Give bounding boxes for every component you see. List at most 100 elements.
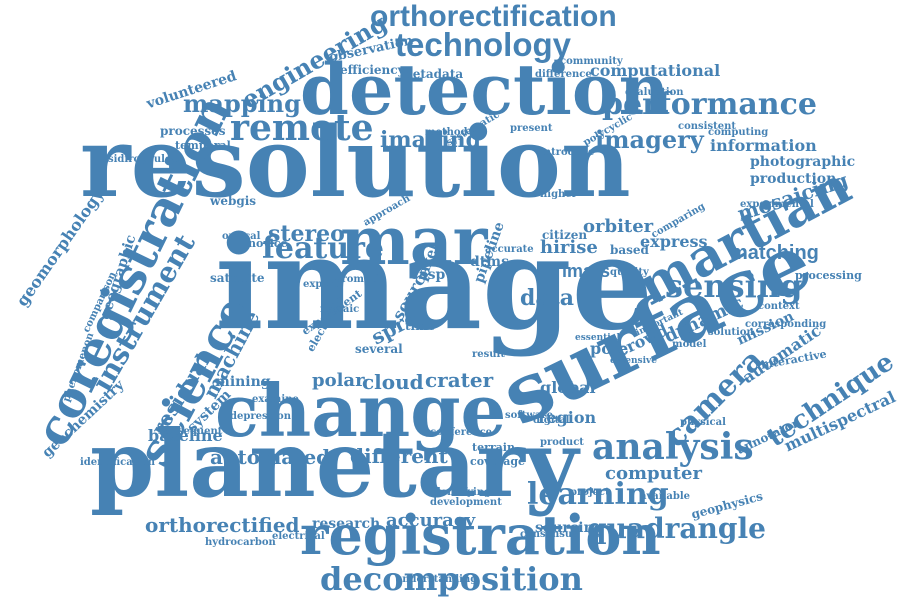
word-evaluation: evaluation xyxy=(625,87,684,98)
word-baseline: baseline xyxy=(148,426,223,445)
word-orthorectified: orthorectified xyxy=(145,513,300,537)
word-essential: essential xyxy=(575,333,620,343)
word-project: project xyxy=(570,487,610,498)
word-computational: computational xyxy=(590,61,721,80)
word-result: result xyxy=(472,349,505,360)
word-mining: mining xyxy=(215,374,271,390)
word-identifying: identifying xyxy=(430,487,492,498)
word-model: model xyxy=(672,339,707,350)
word-examine: examine xyxy=(252,394,299,405)
word-imaging: imaging xyxy=(380,127,482,153)
word-accurate: accurate xyxy=(485,244,534,255)
word-computer: computer xyxy=(605,463,702,484)
word-data: data xyxy=(520,285,575,311)
word-imars: imars xyxy=(562,261,611,281)
word-accuracy: accuracy xyxy=(386,510,476,531)
word-digital: digital xyxy=(533,415,570,426)
word-aromatic: aromatic xyxy=(335,274,385,285)
word-temporal: temporal xyxy=(175,139,231,152)
word-orthorectification: orthorectification xyxy=(370,0,617,33)
word-corresponding: corresponding xyxy=(745,319,827,330)
word-introduce: introduce xyxy=(540,147,595,158)
word-analysis: analysis xyxy=(592,426,754,468)
word-dtms: dtms xyxy=(470,254,509,270)
word-software: software xyxy=(505,410,553,421)
word-planetary: planetary xyxy=(90,410,579,518)
word-citizen: citizen xyxy=(542,228,588,242)
word-solution: solution xyxy=(708,327,754,338)
word-remote: remote xyxy=(230,107,374,149)
word-crater: crater xyxy=(425,368,494,392)
word-research: research xyxy=(312,516,381,532)
word-difference: difference xyxy=(535,69,592,80)
word-several: several xyxy=(355,342,403,356)
word-production: production xyxy=(750,171,837,187)
word-satellite: satellite xyxy=(210,271,265,285)
word-performance: performance xyxy=(602,87,817,122)
word-sidiropoulos: sidiropoulos xyxy=(108,154,178,165)
word-consensus: consensus xyxy=(520,529,578,540)
word-depression: depression xyxy=(230,411,291,422)
word-novice: novice xyxy=(248,237,288,250)
word-feature: feature xyxy=(262,231,384,266)
word-optical: optical xyxy=(222,231,261,242)
word-development: development xyxy=(430,497,502,508)
word-available: available xyxy=(640,491,690,502)
word-computing: computing xyxy=(708,127,769,138)
word-context: context xyxy=(758,301,800,312)
word-community: community xyxy=(560,56,623,67)
word-global: global xyxy=(540,378,596,397)
word-express: express xyxy=(640,232,708,251)
word-mosaic: mosaic xyxy=(320,304,360,315)
word-mapping: mapping xyxy=(183,89,301,118)
word-registration: registration xyxy=(300,503,661,567)
word-based: based xyxy=(610,243,649,257)
word-method: method xyxy=(425,127,468,138)
word-time: time xyxy=(405,319,436,333)
word-subsequent: subsequent xyxy=(158,426,223,437)
word-sensing: sensing xyxy=(665,267,803,305)
word-technology: technology xyxy=(395,26,572,63)
word-orbiter: orbiter xyxy=(583,216,654,237)
word-resolution: resolution xyxy=(80,106,631,219)
word-coverage: coverage xyxy=(470,455,526,468)
word-present: present xyxy=(510,123,553,134)
word-detection: detection xyxy=(300,48,670,131)
word-processes: processes xyxy=(160,124,226,138)
word-quadrangle: quadrangle xyxy=(587,512,766,545)
word-higher: higher xyxy=(540,189,577,200)
word-different: different xyxy=(350,444,448,468)
word-product: product xyxy=(540,437,584,448)
word-learning: learning xyxy=(527,477,669,512)
word-webgis: webgis xyxy=(210,194,257,208)
word-photographic: photographic xyxy=(750,154,856,170)
word-stereo: stereo xyxy=(268,221,345,247)
word-automated: automated xyxy=(210,445,331,469)
word-identification: identification xyxy=(80,457,156,468)
word-extensive: extensive xyxy=(610,356,657,366)
word-matching: matching xyxy=(730,242,819,264)
word-quality: quality xyxy=(610,267,649,278)
word-consistent: consistent xyxy=(678,121,736,132)
word-experimental: experimental xyxy=(740,199,814,210)
word-hirise: hirise xyxy=(540,237,598,258)
word-sourcing: sourcing xyxy=(535,520,604,536)
word-conference: conference xyxy=(430,427,493,438)
word-metadata: metadata xyxy=(400,67,464,81)
word-efficiency: efficiency xyxy=(340,63,405,77)
word-terrain: terrain xyxy=(472,441,515,454)
word-electrical: electrical xyxy=(272,531,325,542)
word-processing: processing xyxy=(795,269,862,282)
word-cloud: cloud xyxy=(362,370,424,394)
word-physical: physical xyxy=(680,417,726,428)
word-region: region xyxy=(538,408,597,427)
word-image: image xyxy=(215,209,653,359)
word-expert: expert xyxy=(303,279,339,290)
word-polar: polar xyxy=(312,370,365,391)
word-information: information xyxy=(710,136,817,155)
word-decomposition: decomposition xyxy=(320,560,583,598)
word-change: change xyxy=(215,368,507,453)
word-mar: mar xyxy=(340,202,488,280)
word-imagery: imagery xyxy=(595,125,704,154)
